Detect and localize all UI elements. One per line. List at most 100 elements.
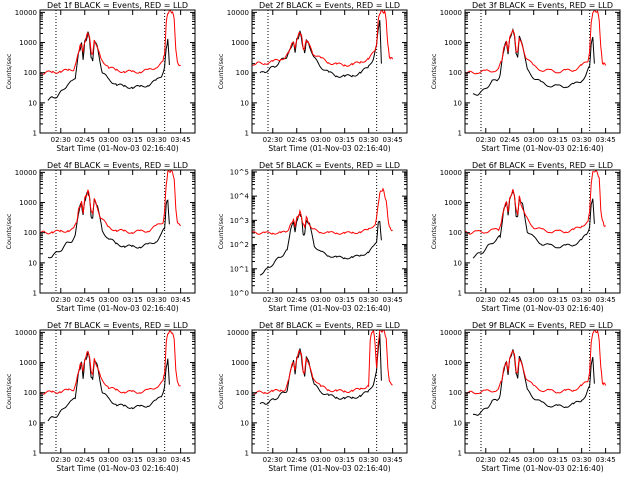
y-tick-label: 100	[236, 389, 249, 397]
x-tick-label: 02:45	[287, 456, 307, 464]
y-tick-label: 1000	[231, 359, 249, 367]
x-tick-label: 03:15	[335, 456, 355, 464]
plot-frame	[251, 329, 408, 454]
y-tick-label: 1000	[444, 199, 462, 207]
x-tick-label: 03:30	[572, 136, 592, 144]
y-tick-label: 10000	[227, 329, 249, 337]
y-tick-label: 10	[28, 419, 37, 427]
x-axis-label: Start Time (01-Nov-03 02:16:40)	[56, 144, 178, 153]
x-axis-label: Start Time (01-Nov-03 02:16:40)	[481, 144, 603, 153]
y-axis-label: Counts/sec	[430, 373, 438, 409]
x-tick-label: 02:30	[263, 456, 283, 464]
x-tick-label: 03:45	[596, 456, 616, 464]
y-tick-label: 10^5	[230, 168, 249, 176]
x-tick-label: 03:00	[311, 296, 331, 304]
x-tick-label: 03:15	[335, 136, 355, 144]
series-events-line	[259, 333, 382, 405]
y-tick-label: 1	[458, 450, 462, 458]
x-tick-label: 03:45	[171, 456, 191, 464]
y-axis-label: Counts/sec	[217, 213, 225, 249]
y-tick-label: 1	[458, 290, 462, 298]
y-tick-label: 10	[28, 259, 37, 267]
y-tick-label: 10000	[15, 169, 37, 177]
y-tick-label: 100	[449, 229, 462, 237]
y-tick-label: 10	[453, 99, 462, 107]
x-tick-label: 03:30	[147, 296, 167, 304]
x-tick-label: 02:45	[75, 296, 95, 304]
y-tick-label: 10000	[440, 9, 462, 17]
x-tick-label: 03:45	[596, 136, 616, 144]
y-axis-label: Counts/sec	[430, 53, 438, 89]
panel-title: Det 3f BLACK = Events, RED = LLD	[472, 1, 613, 10]
y-tick-label: 10	[240, 419, 249, 427]
series-events-line	[47, 31, 170, 101]
panel-det-8f: Det 8f BLACK = Events, RED = LLD 02:30 02:…	[217, 321, 408, 473]
x-axis-label: Start Time (01-Nov-03 02:16:40)	[56, 464, 178, 473]
y-tick-label: 100	[449, 389, 462, 397]
panel-title: Det 9f BLACK = Events, RED = LLD	[472, 321, 613, 330]
y-tick-label: 10000	[15, 329, 37, 337]
panel-title: Det 7f BLACK = Events, RED = LLD	[47, 321, 188, 330]
y-tick-label: 1000	[19, 39, 37, 47]
x-tick-label: 03:30	[359, 456, 379, 464]
x-axis-label: Start Time (01-Nov-03 02:16:40)	[268, 144, 390, 153]
x-tick-label: 03:30	[359, 296, 379, 304]
series-lld-line	[40, 10, 181, 75]
panel-det-9f: Det 9f BLACK = Events, RED = LLD 02:30 02:…	[430, 321, 621, 473]
y-tick-label: 100	[24, 229, 37, 237]
series-events-line	[259, 213, 382, 276]
series-lld-line	[252, 330, 393, 395]
x-tick-label: 03:30	[359, 136, 379, 144]
y-tick-label: 1000	[19, 199, 37, 207]
x-axis-label: Start Time (01-Nov-03 02:16:40)	[268, 464, 390, 473]
panel-det-7f: Det 7f BLACK = Events, RED = LLD 02:30 02:…	[5, 321, 196, 473]
x-tick-label: 02:45	[500, 456, 520, 464]
x-tick-label: 03:00	[99, 296, 119, 304]
series-events-line	[47, 351, 170, 422]
x-tick-label: 03:45	[171, 296, 191, 304]
series-lld-line	[252, 10, 394, 67]
x-tick-label: 02:45	[500, 136, 520, 144]
y-tick-label: 10000	[440, 169, 462, 177]
panel-title: Det 6f BLACK = Events, RED = LLD	[472, 161, 613, 170]
x-tick-label: 03:45	[596, 296, 616, 304]
x-tick-label: 03:45	[171, 136, 191, 144]
x-tick-label: 03:00	[311, 456, 331, 464]
x-tick-label: 03:00	[99, 136, 119, 144]
x-tick-label: 03:00	[524, 136, 544, 144]
x-tick-label: 02:30	[476, 296, 496, 304]
x-tick-label: 02:45	[287, 136, 307, 144]
panel-det-6f: Det 6f BLACK = Events, RED = LLD 02:30 02:…	[430, 161, 621, 313]
y-tick-label: 10	[240, 99, 249, 107]
y-tick-label: 1	[245, 450, 249, 458]
y-tick-label: 10	[453, 259, 462, 267]
y-tick-label: 10^3	[230, 217, 249, 225]
series-events-line	[472, 27, 595, 96]
x-tick-label: 02:45	[75, 136, 95, 144]
panel-det-4f: Det 4f BLACK = Events, RED = LLD 02:30 02:…	[5, 161, 196, 313]
y-tick-label: 10^1	[230, 265, 249, 273]
y-tick-label: 1	[33, 450, 37, 458]
x-tick-label: 03:00	[524, 456, 544, 464]
x-tick-label: 03:15	[548, 296, 568, 304]
x-tick-label: 03:15	[123, 136, 143, 144]
x-tick-label: 03:45	[383, 136, 403, 144]
x-tick-label: 02:30	[263, 136, 283, 144]
y-tick-label: 1	[33, 130, 37, 138]
panel-det-5f: Det 5f BLACK = Events, RED = LLD 02:30 02:…	[217, 161, 408, 313]
y-tick-label: 100	[24, 389, 37, 397]
series-lld-line	[465, 170, 606, 235]
panel-title: Det 4f BLACK = Events, RED = LLD	[47, 161, 188, 170]
x-tick-label: 03:15	[123, 296, 143, 304]
x-tick-label: 02:30	[263, 296, 283, 304]
plot-frame	[39, 329, 196, 454]
x-tick-label: 03:30	[147, 136, 167, 144]
x-tick-label: 03:30	[572, 456, 592, 464]
y-tick-label: 10	[28, 99, 37, 107]
x-tick-label: 03:30	[572, 296, 592, 304]
plot-frame	[39, 169, 196, 294]
x-axis-label: Start Time (01-Nov-03 02:16:40)	[56, 304, 178, 313]
panel-title: Det 5f BLACK = Events, RED = LLD	[259, 161, 400, 170]
series-events-line	[472, 189, 595, 259]
